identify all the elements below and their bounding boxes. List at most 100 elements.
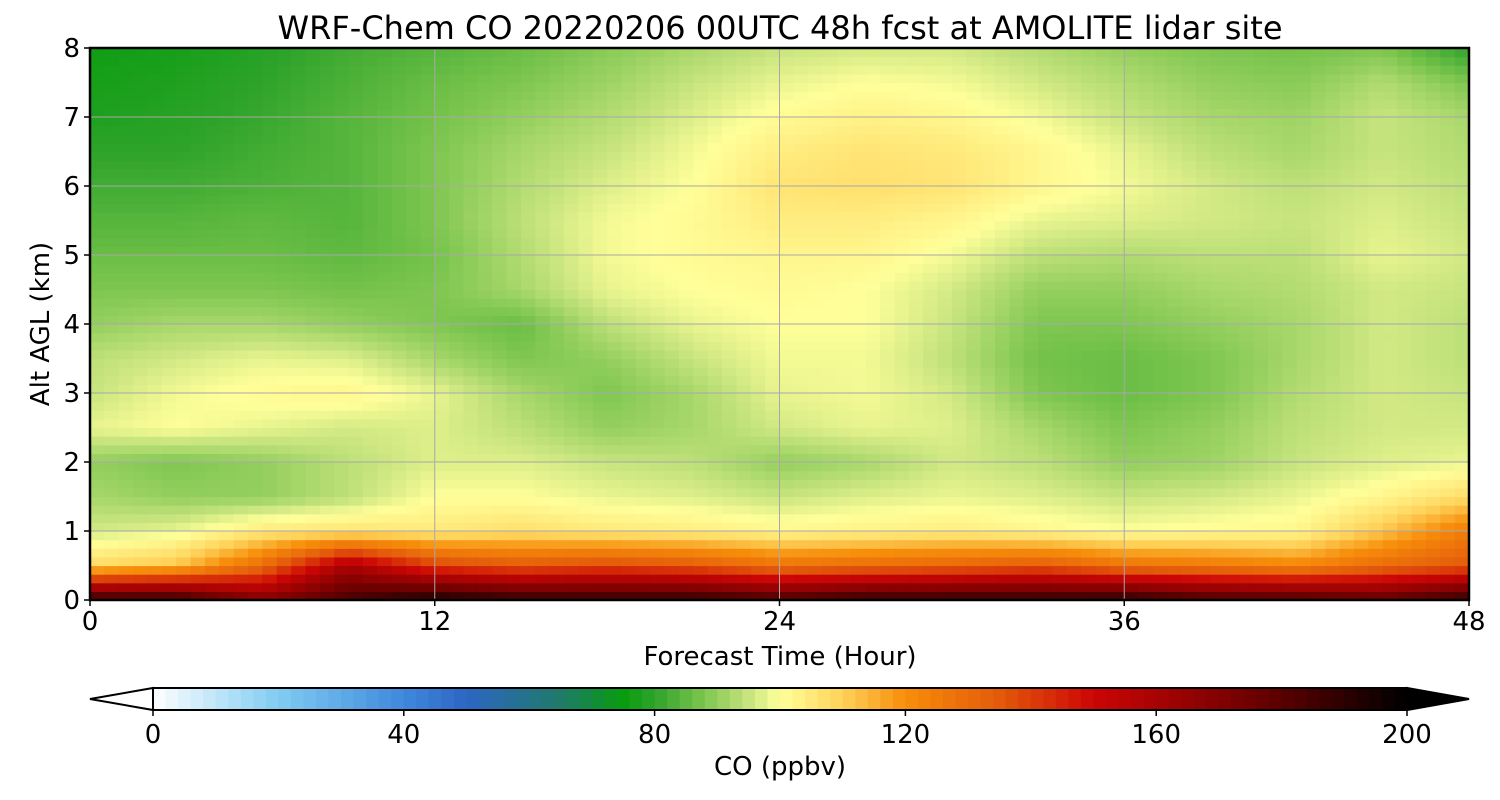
heatmap-cell bbox=[1109, 65, 1125, 75]
heatmap-cell bbox=[1009, 565, 1025, 575]
heatmap-cell bbox=[765, 582, 781, 592]
heatmap-cell bbox=[291, 479, 307, 489]
heatmap-cell bbox=[362, 211, 378, 222]
heatmap-cell bbox=[434, 444, 450, 454]
heatmap-cell bbox=[578, 332, 594, 342]
heatmap-cell bbox=[664, 358, 680, 368]
heatmap-cell bbox=[147, 470, 163, 480]
heatmap-cell bbox=[908, 462, 924, 472]
heatmap-cell bbox=[564, 65, 579, 75]
heatmap-cell bbox=[621, 410, 637, 420]
heatmap-cell bbox=[406, 367, 421, 377]
heatmap-cell bbox=[161, 436, 177, 446]
heatmap-cell bbox=[262, 410, 278, 420]
heatmap-cell bbox=[908, 315, 924, 325]
heatmap-cell bbox=[980, 306, 996, 316]
heatmap-cell bbox=[147, 487, 163, 498]
heatmap-cell bbox=[1052, 410, 1068, 420]
heatmap-cell bbox=[621, 306, 637, 316]
heatmap-cell bbox=[980, 418, 996, 429]
heatmap-cell bbox=[592, 255, 608, 265]
heatmap-cell bbox=[406, 384, 421, 394]
heatmap-cell bbox=[463, 513, 479, 523]
heatmap-cell bbox=[161, 367, 177, 377]
heatmap-cell bbox=[635, 220, 651, 230]
heatmap-cell bbox=[736, 194, 752, 204]
heatmap-cell bbox=[707, 565, 723, 575]
heatmap-cell bbox=[161, 539, 177, 549]
heatmap-cell bbox=[851, 272, 867, 282]
heatmap-cell bbox=[908, 591, 924, 600]
heatmap-cell bbox=[951, 177, 967, 187]
heatmap-cell bbox=[406, 436, 421, 446]
heatmap-cell bbox=[276, 298, 292, 308]
heatmap-cell bbox=[607, 582, 623, 592]
heatmap-cell bbox=[722, 358, 737, 368]
heatmap-cell bbox=[1167, 462, 1183, 472]
heatmap-cell bbox=[276, 565, 292, 575]
heatmap-cell bbox=[104, 393, 120, 403]
heatmap-cell bbox=[650, 82, 666, 92]
heatmap-cell bbox=[406, 263, 421, 273]
heatmap-cell bbox=[693, 582, 709, 592]
heatmap-cell bbox=[520, 194, 536, 204]
heatmap-cell bbox=[1009, 82, 1025, 92]
heatmap-cell bbox=[233, 565, 249, 575]
heatmap-cell bbox=[133, 539, 149, 549]
heatmap-cell bbox=[492, 367, 508, 377]
heatmap-cell bbox=[1152, 298, 1168, 308]
heatmap-cell bbox=[1052, 211, 1068, 222]
heatmap-cell bbox=[276, 56, 292, 66]
heatmap-cell bbox=[520, 306, 536, 316]
heatmap-cell bbox=[578, 324, 594, 334]
heatmap-cell bbox=[90, 289, 105, 299]
heatmap-cell bbox=[1196, 99, 1212, 109]
heatmap-cell bbox=[449, 324, 465, 334]
heatmap-cell bbox=[564, 349, 579, 360]
heatmap-cell bbox=[362, 82, 378, 92]
heatmap-cell bbox=[678, 186, 694, 196]
heatmap-cell bbox=[621, 82, 637, 92]
heatmap-cell bbox=[693, 298, 709, 308]
heatmap-cell bbox=[880, 108, 896, 118]
heatmap-cell bbox=[406, 82, 421, 92]
heatmap-cell bbox=[1167, 324, 1183, 334]
heatmap-cell bbox=[880, 211, 896, 222]
heatmap-cell bbox=[334, 444, 350, 454]
heatmap-cell bbox=[1023, 151, 1039, 161]
heatmap-cell bbox=[808, 168, 824, 178]
heatmap-cell bbox=[707, 108, 723, 118]
heatmap-cell bbox=[477, 246, 493, 256]
heatmap-cell bbox=[506, 358, 522, 368]
heatmap-cell bbox=[607, 410, 623, 420]
heatmap-cell bbox=[147, 591, 163, 600]
heatmap-cell bbox=[1124, 393, 1140, 403]
heatmap-cell bbox=[908, 56, 924, 66]
heatmap-cell bbox=[722, 203, 737, 213]
heatmap-cell bbox=[1138, 194, 1154, 204]
heatmap-cell bbox=[1095, 151, 1111, 161]
heatmap-cell bbox=[994, 91, 1010, 101]
heatmap-cell bbox=[391, 470, 407, 480]
heatmap-cell bbox=[1196, 324, 1212, 334]
heatmap-cell bbox=[362, 462, 378, 472]
heatmap-cell bbox=[319, 160, 335, 170]
heatmap-cell bbox=[578, 65, 594, 75]
heatmap-cell bbox=[219, 367, 235, 377]
heatmap-cell bbox=[894, 418, 910, 429]
heatmap-cell bbox=[851, 99, 867, 109]
heatmap-cell bbox=[420, 194, 436, 204]
heatmap-cell bbox=[1095, 134, 1111, 144]
heatmap-cell bbox=[1196, 505, 1212, 515]
heatmap-cell bbox=[865, 263, 881, 273]
heatmap-cell bbox=[104, 565, 120, 575]
heatmap-cell bbox=[1038, 582, 1054, 592]
heatmap-cell bbox=[822, 160, 838, 170]
heatmap-cell bbox=[305, 522, 321, 532]
heatmap-cell bbox=[951, 194, 967, 204]
heatmap-cell bbox=[1152, 341, 1168, 351]
heatmap-cell bbox=[305, 332, 321, 342]
heatmap-cell bbox=[262, 56, 278, 66]
heatmap-cell bbox=[305, 151, 321, 161]
heatmap-cell bbox=[923, 151, 939, 161]
